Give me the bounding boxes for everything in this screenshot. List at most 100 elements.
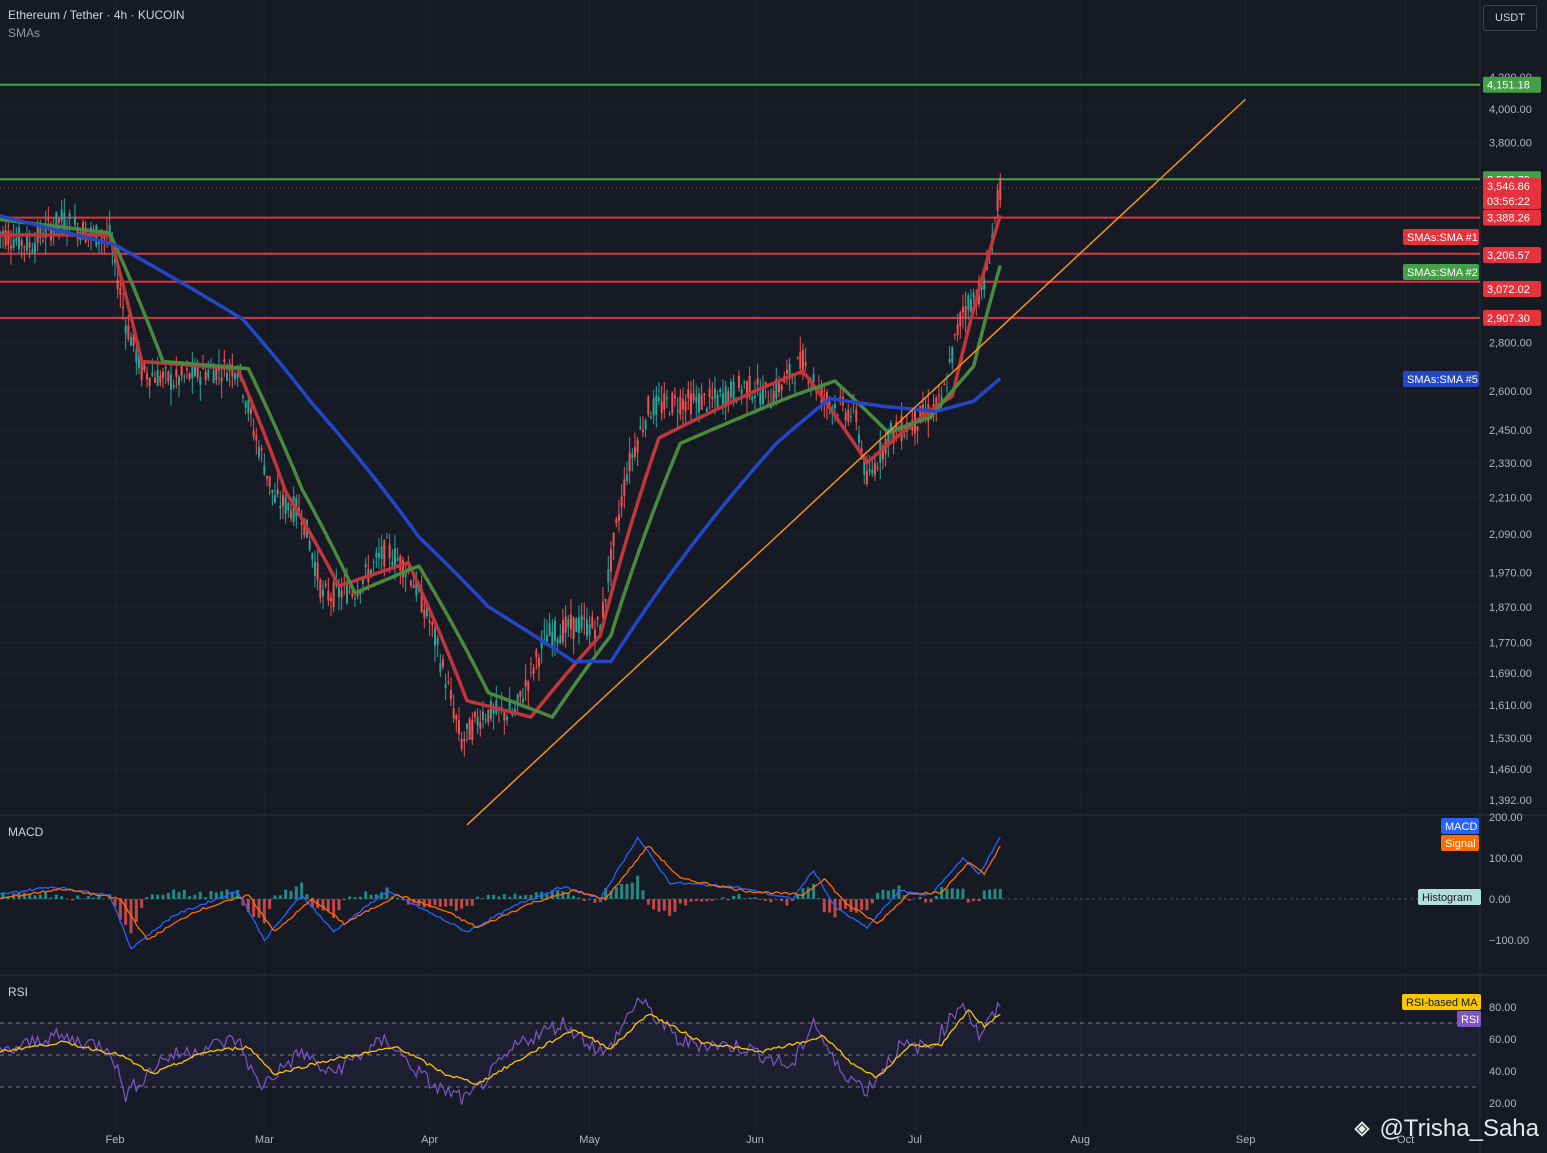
- histogram-bar: [417, 899, 421, 906]
- candle-body: [241, 396, 244, 398]
- histogram-bar: [38, 894, 42, 899]
- x-tick-label: Mar: [255, 1134, 274, 1146]
- level-price-tag-bg: [1483, 281, 1541, 297]
- histogram-bar: [214, 892, 218, 899]
- candle-body: [785, 369, 788, 374]
- histogram-bar: [262, 899, 266, 924]
- histogram-bar: [998, 888, 1002, 899]
- candle-body: [937, 394, 940, 396]
- candle-body: [871, 469, 874, 474]
- macd-tick-label: 100.00: [1489, 853, 1523, 865]
- candle-body: [100, 237, 103, 240]
- x-tick-label: Oct: [1397, 1134, 1414, 1146]
- histogram-bar: [284, 889, 288, 899]
- candle-body: [716, 394, 719, 407]
- candle-body: [372, 561, 375, 563]
- candle-body: [580, 615, 583, 629]
- histogram-bar: [806, 887, 810, 899]
- candle-body: [487, 709, 490, 723]
- candle-body: [265, 475, 268, 479]
- histogram-bar: [870, 899, 874, 904]
- histogram-bar: [636, 875, 640, 899]
- histogram-bar: [817, 898, 821, 899]
- histogram-bar: [630, 882, 634, 899]
- candle-body: [271, 489, 274, 493]
- candle-body: [345, 583, 348, 604]
- histogram-bar: [166, 892, 170, 899]
- candle-body: [196, 363, 199, 378]
- candle-body: [812, 373, 815, 382]
- macd-label: MACD: [8, 825, 44, 839]
- candle-body: [332, 582, 335, 608]
- candle-body: [972, 292, 975, 298]
- rsi-band-background: [0, 1022, 1480, 1088]
- price-tick-label: 1,392.00: [1489, 795, 1532, 807]
- candle-body: [18, 227, 21, 249]
- candle-body: [665, 397, 668, 400]
- candle-body: [383, 540, 386, 567]
- candle-body: [191, 364, 194, 379]
- candle-body: [391, 562, 394, 566]
- price-tick-label: 4,000.00: [1489, 104, 1532, 116]
- candle-body: [481, 711, 484, 720]
- candle-body: [553, 620, 556, 641]
- candle-body: [0, 231, 2, 234]
- histogram-bar: [358, 896, 362, 899]
- histogram-bar: [460, 899, 464, 909]
- candle-body: [988, 262, 991, 264]
- candle-body: [236, 372, 239, 379]
- histogram-bar: [92, 897, 96, 899]
- candle-body: [737, 376, 740, 389]
- currency-button[interactable]: USDT: [1483, 5, 1537, 31]
- candle-body: [63, 212, 66, 231]
- histogram-bar: [657, 899, 661, 912]
- histogram-bar: [86, 896, 90, 899]
- histogram-bar: [476, 896, 480, 899]
- candle-body: [281, 494, 284, 507]
- histogram-bar: [492, 894, 496, 899]
- candle-body: [404, 571, 407, 577]
- histogram-bar: [294, 886, 298, 899]
- candle-body: [279, 505, 282, 508]
- candle-body: [249, 408, 252, 415]
- candle-body: [145, 373, 148, 380]
- candle-body: [543, 631, 546, 633]
- candle-body: [935, 397, 938, 410]
- rsi-tick-label: 20.00: [1489, 1098, 1517, 1110]
- level-price-tag: 3,388.26: [1487, 213, 1530, 225]
- candle-body: [457, 720, 460, 734]
- candle-body: [596, 617, 599, 620]
- candle-body: [68, 213, 71, 219]
- candle-body: [705, 408, 708, 412]
- histogram-bar: [412, 899, 416, 904]
- candle-body: [169, 374, 172, 390]
- candle-body: [289, 510, 292, 519]
- candle-body: [719, 389, 722, 393]
- candle-body: [7, 231, 10, 245]
- histogram-bar: [204, 897, 208, 899]
- candle-body: [199, 376, 202, 385]
- candle-body: [660, 401, 663, 413]
- histogram-bar: [326, 899, 330, 912]
- candle-body: [833, 403, 836, 409]
- candle-body: [545, 635, 548, 643]
- histogram-bar: [892, 889, 896, 899]
- histogram-bar: [545, 894, 549, 899]
- histogram-bar: [966, 899, 970, 903]
- histogram-bar: [364, 891, 368, 899]
- candle-body: [708, 388, 711, 398]
- candle-body: [535, 650, 538, 658]
- histogram-bar: [70, 899, 74, 901]
- candle-body: [225, 372, 228, 381]
- histogram-bar: [700, 899, 704, 902]
- candle-body: [44, 225, 47, 239]
- candle-body: [780, 384, 783, 390]
- candle-body: [193, 364, 196, 376]
- candle-body: [137, 352, 140, 368]
- histogram-bar: [188, 896, 192, 899]
- candle-body: [399, 555, 402, 571]
- candle-body: [743, 381, 746, 384]
- candle-body: [903, 434, 906, 437]
- histogram-bar: [54, 894, 58, 899]
